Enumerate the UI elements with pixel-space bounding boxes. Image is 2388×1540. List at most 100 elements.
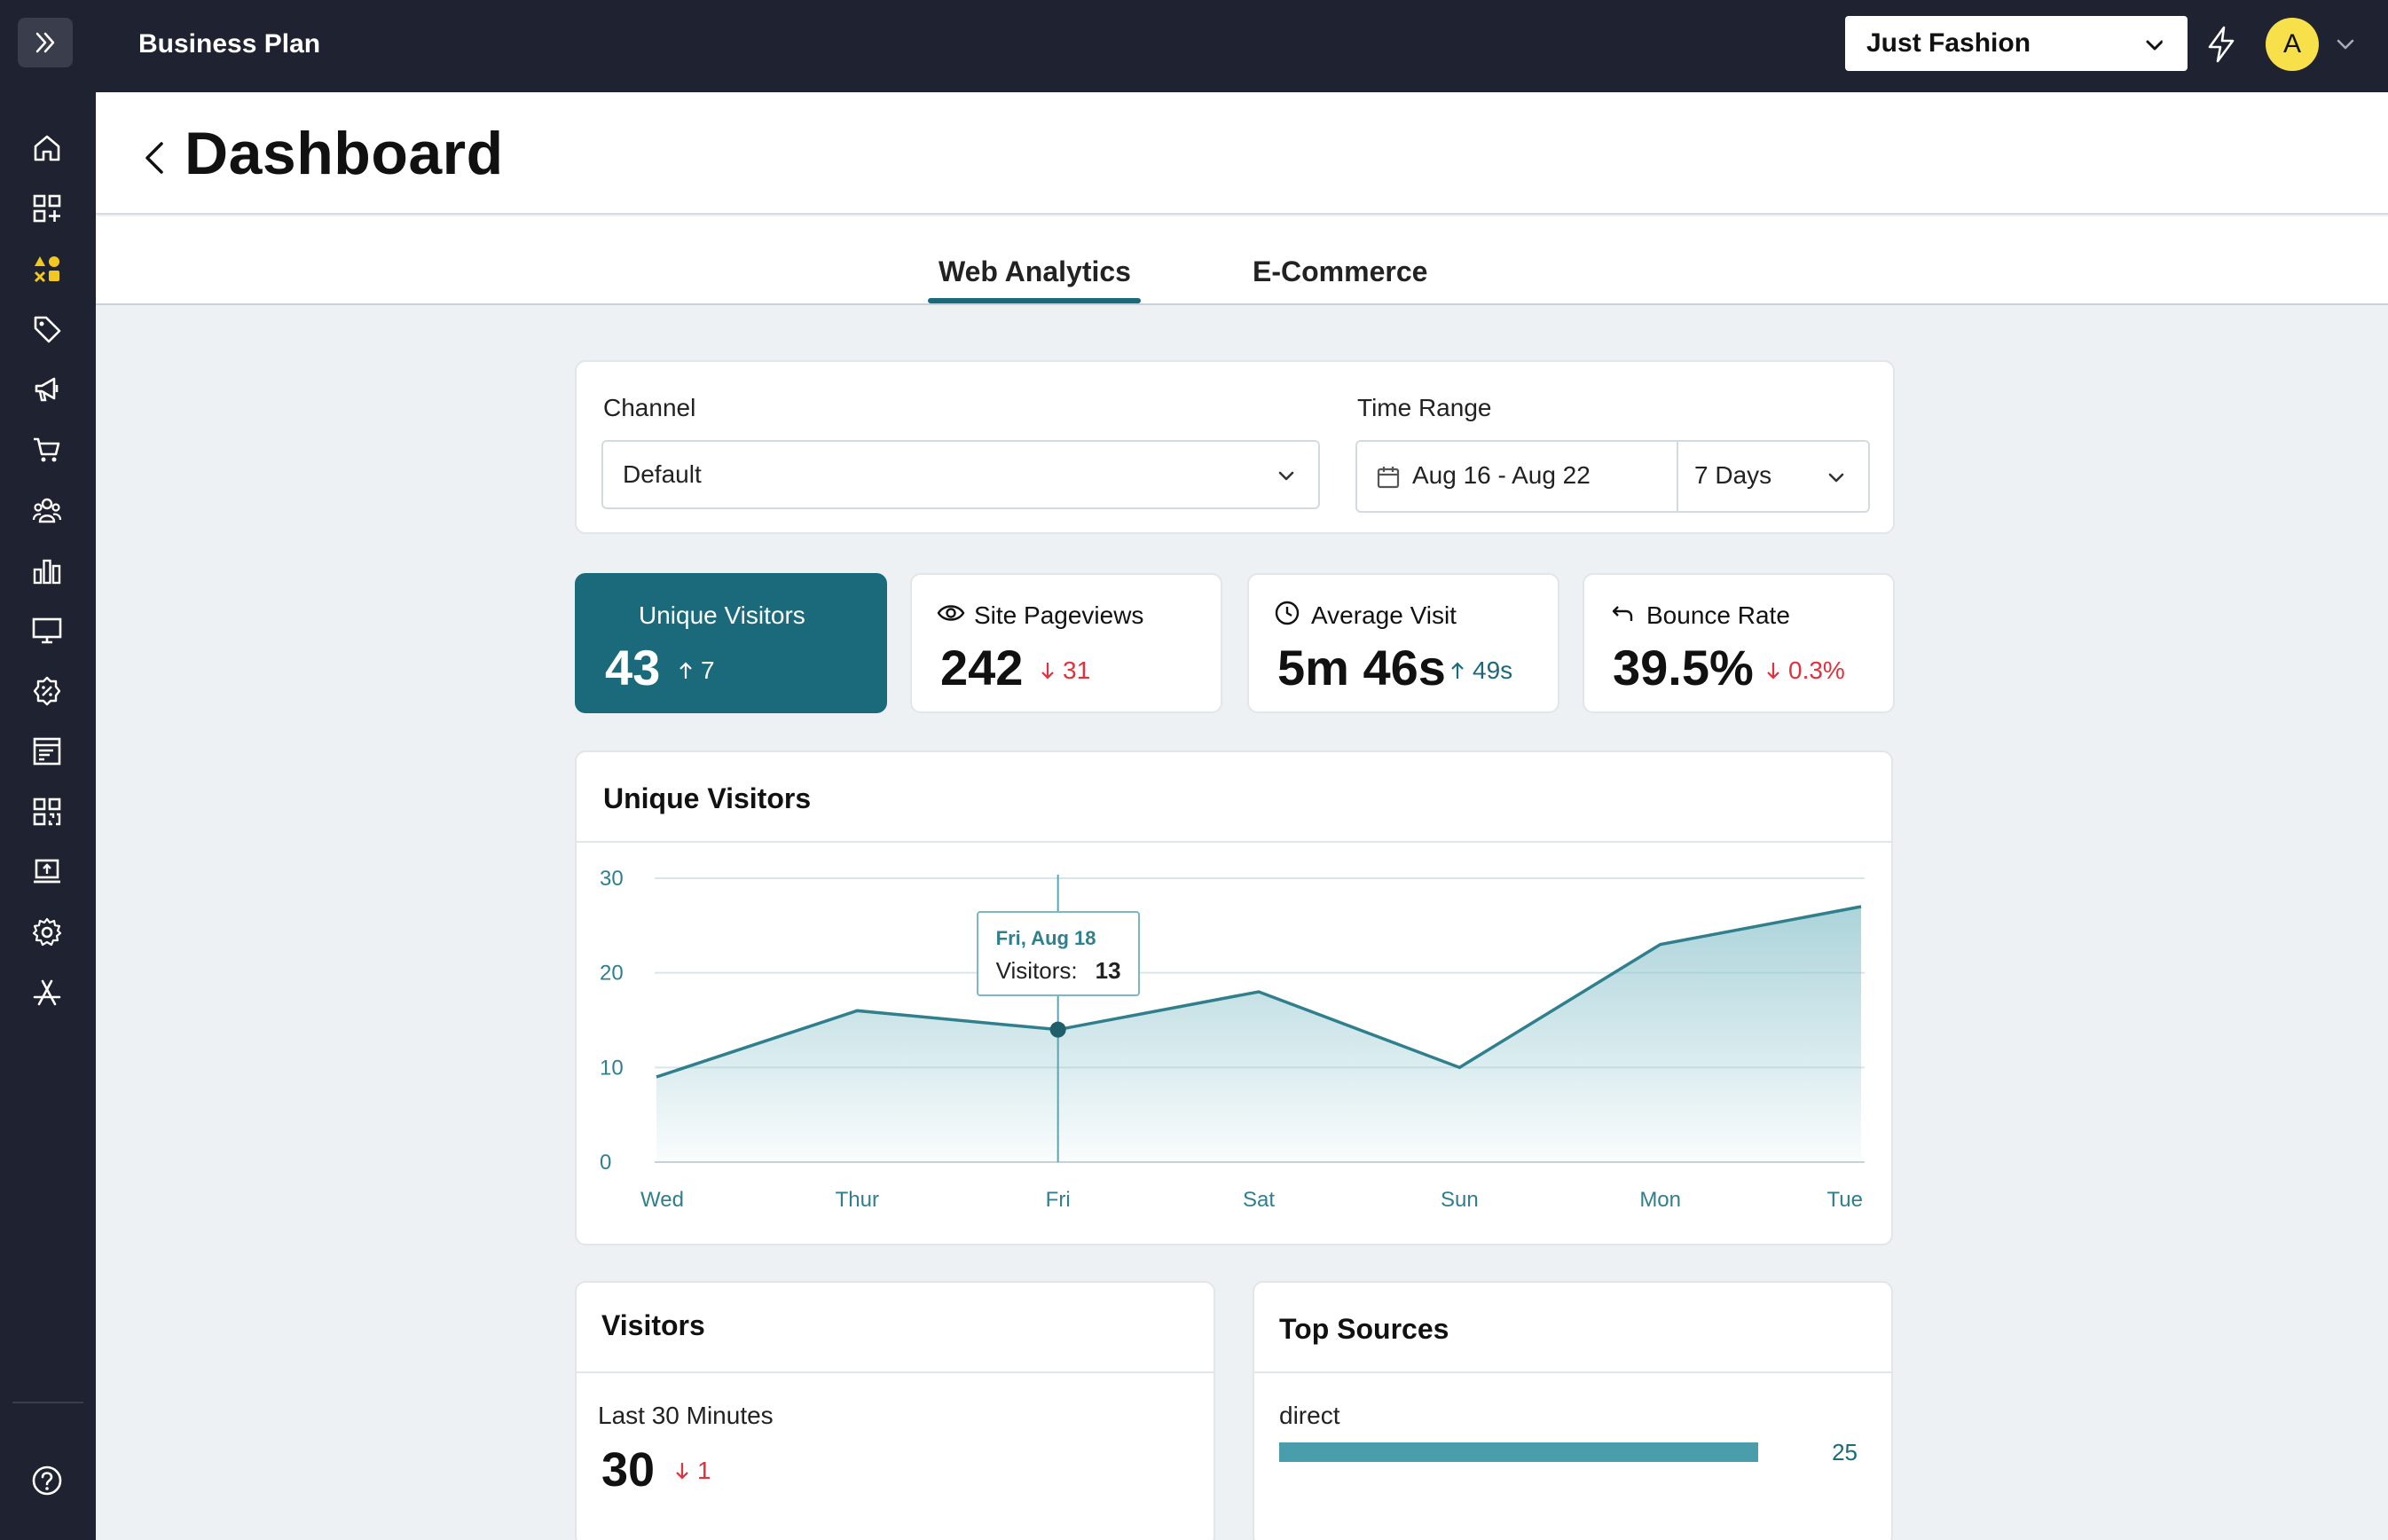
avatar[interactable]: A: [2266, 18, 2319, 71]
visitors-area-chart[interactable]: 0 10 20 30 Wed Thur Fri Sat Sun Mon Tue: [577, 843, 1891, 1244]
visitors-card: Visitors Last 30 Minutes 30 1: [575, 1281, 1215, 1540]
tab-bar: Web Analytics E-Commerce: [96, 216, 2388, 305]
card-divider: [577, 1371, 1214, 1373]
stat-site-pageviews[interactable]: Site Pageviews 242 31: [910, 573, 1222, 713]
hover-point[interactable]: [1049, 1021, 1066, 1038]
stat-average-visit[interactable]: Average Visit 5m 46s 49s: [1247, 573, 1559, 713]
sidebar-item-app-market[interactable]: [30, 976, 64, 1010]
stat-delta: 0.3%: [1765, 656, 1845, 685]
time-range-select[interactable]: Aug 16 - Aug 22 7 Days: [1355, 440, 1870, 513]
series-line: [656, 905, 1862, 1079]
tooltip-date: Fri, Aug 18: [995, 926, 1096, 949]
data-point[interactable]: [1856, 901, 1866, 912]
data-point[interactable]: [1253, 986, 1264, 997]
x-tick-label: Wed: [640, 1188, 684, 1212]
chevron-down-icon: [1278, 471, 1294, 481]
sidebar-item-marketing[interactable]: [30, 373, 64, 406]
sidebar-item-design[interactable]: [30, 252, 64, 286]
stat-delta-value: 7: [701, 656, 715, 684]
chart-title: Unique Visitors: [603, 782, 812, 814]
stat-delta-value: 31: [1063, 656, 1091, 684]
sidebar-item-pages[interactable]: [30, 735, 64, 768]
sidebar-item-apps[interactable]: [30, 192, 64, 225]
sidebar-item-customers[interactable]: [30, 493, 64, 527]
stat-delta-value: 49s: [1473, 656, 1513, 684]
area-fill: [656, 907, 1861, 1162]
stat-label: Site Pageviews: [974, 601, 1144, 629]
stat-value: 242: [940, 640, 1024, 695]
return-arrow-icon: [1612, 606, 1633, 621]
x-tick-label: Thur: [836, 1188, 879, 1212]
expand-sidebar-button[interactable]: [18, 18, 73, 67]
data-point[interactable]: [852, 1005, 862, 1016]
card-divider: [577, 841, 1891, 843]
arrow-down-icon: [1767, 663, 1779, 680]
megaphone-icon: [35, 377, 59, 402]
eye-icon: [937, 605, 965, 621]
page-header: Dashboard: [96, 92, 2388, 215]
arrow-down-icon: [676, 1463, 688, 1480]
visitors-delta: 1: [674, 1457, 711, 1485]
source-name: direct: [1279, 1402, 1340, 1429]
bell-icon[interactable]: [2134, 25, 2173, 64]
top-bar: Business Plan Just Fashion A: [96, 0, 2388, 92]
analytics-icon: [33, 559, 61, 585]
date-range-value: Aug 16 - Aug 22: [1412, 461, 1591, 489]
sidebar-item-store[interactable]: [30, 433, 64, 467]
app-store-icon: [33, 979, 61, 1006]
tooltip-value: 13: [1095, 956, 1121, 984]
qr-icon: [33, 798, 61, 826]
channel-label: Channel: [603, 394, 696, 421]
stat-value: 5m 46s: [1277, 640, 1446, 695]
tab-e-commerce[interactable]: E-Commerce: [1253, 255, 1428, 287]
laptop-upload-icon: [34, 859, 60, 884]
data-point[interactable]: [1454, 1062, 1465, 1072]
calendar-icon: [1377, 467, 1400, 489]
clock-icon: [1275, 601, 1300, 625]
sidebar: [0, 0, 96, 1540]
sidebar-item-apps-store[interactable]: [30, 855, 64, 889]
stat-value: 43: [605, 640, 661, 695]
store-name: Just Fashion: [1866, 28, 2031, 58]
x-tick-label: Sun: [1441, 1188, 1479, 1212]
x-tick-label: Mon: [1639, 1188, 1681, 1212]
y-tick-label: 10: [600, 1056, 624, 1080]
sidebar-item-home[interactable]: [30, 131, 64, 165]
chevron-down-icon[interactable]: [2335, 34, 2356, 55]
select-divider: [1677, 442, 1678, 511]
card-divider: [1254, 1371, 1891, 1373]
help-icon: [32, 1465, 62, 1496]
apps-add-icon: [33, 194, 61, 223]
back-chevron-icon[interactable]: [133, 131, 176, 185]
stat-bounce-rate[interactable]: Bounce Rate 39.5% 0.3%: [1583, 573, 1895, 713]
data-point[interactable]: [651, 1072, 662, 1082]
data-point[interactable]: [1655, 939, 1666, 950]
sidebar-item-qr[interactable]: [30, 795, 64, 829]
stat-unique-visitors[interactable]: Unique Visitors 43 7: [575, 573, 887, 713]
data-point[interactable]: [1053, 1025, 1064, 1035]
plan-title: Business Plan: [138, 29, 321, 59]
active-tab-indicator: [928, 298, 1141, 303]
sidebar-item-analytics[interactable]: [30, 554, 64, 587]
sidebar-item-settings[interactable]: [30, 915, 64, 949]
channel-select[interactable]: Default: [601, 440, 1320, 509]
customers-icon: [32, 498, 62, 523]
sidebar-item-promotions[interactable]: [30, 674, 64, 708]
tab-web-analytics[interactable]: Web Analytics: [939, 255, 1131, 287]
time-range-label: Time Range: [1357, 394, 1492, 421]
stat-delta-value: 0.3%: [1788, 656, 1845, 684]
x-tick-label: Tue: [1827, 1188, 1863, 1212]
home-icon: [34, 135, 60, 161]
arrow-down-icon: [1041, 663, 1054, 680]
cart-icon: [34, 437, 60, 462]
sidebar-item-website[interactable]: [30, 614, 64, 648]
lightning-icon[interactable]: [2202, 25, 2241, 64]
help-button[interactable]: [30, 1464, 64, 1497]
sidebar-item-products[interactable]: [30, 312, 64, 346]
x-tick-label: Sat: [1243, 1188, 1275, 1212]
settings-icon: [32, 917, 62, 947]
store-select[interactable]: Just Fashion: [1845, 16, 2188, 71]
sidebar-divider: [12, 1402, 83, 1403]
shapes-icon: [34, 256, 59, 283]
period-value[interactable]: 7 Days: [1694, 461, 1772, 489]
